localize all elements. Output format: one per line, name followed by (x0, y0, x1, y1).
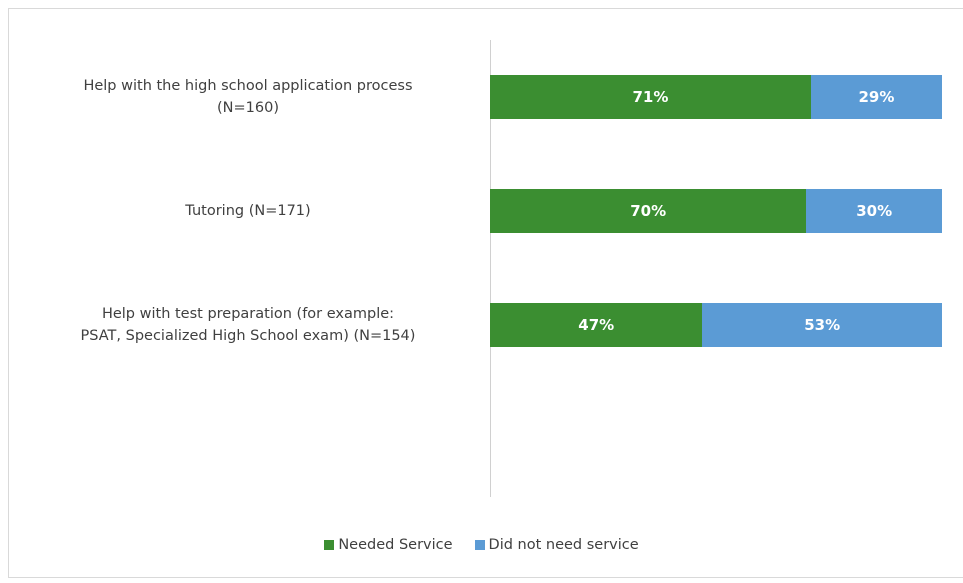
legend: Needed Service Did not need service (0, 537, 963, 553)
legend-label: Needed Service (338, 537, 453, 553)
bar-segment (490, 189, 807, 233)
legend-item: Needed Service (324, 537, 453, 553)
category-label: Help with the high school application pr… (83, 78, 413, 116)
bar-segment (490, 75, 811, 119)
value-label: 29% (858, 88, 895, 106)
chart-frame (8, 8, 963, 578)
value-label: 71% (632, 88, 669, 106)
value-label: 53% (804, 316, 841, 334)
bar-segment (702, 303, 942, 347)
bar-segment (806, 189, 942, 233)
legend-item: Did not need service (474, 537, 639, 553)
legend-label: Did not need service (488, 537, 639, 553)
legend-swatch (474, 540, 485, 550)
category-label: Help with test preparation (for example:… (80, 306, 416, 344)
category-axis (490, 40, 491, 497)
bar-segment (490, 303, 703, 347)
legend-swatch (324, 540, 335, 550)
value-label: 70% (630, 202, 667, 220)
value-label: 30% (856, 202, 893, 220)
category-label: Tutoring (N=171) (185, 203, 311, 219)
bar-segment (810, 75, 942, 119)
value-label: 47% (578, 316, 615, 334)
